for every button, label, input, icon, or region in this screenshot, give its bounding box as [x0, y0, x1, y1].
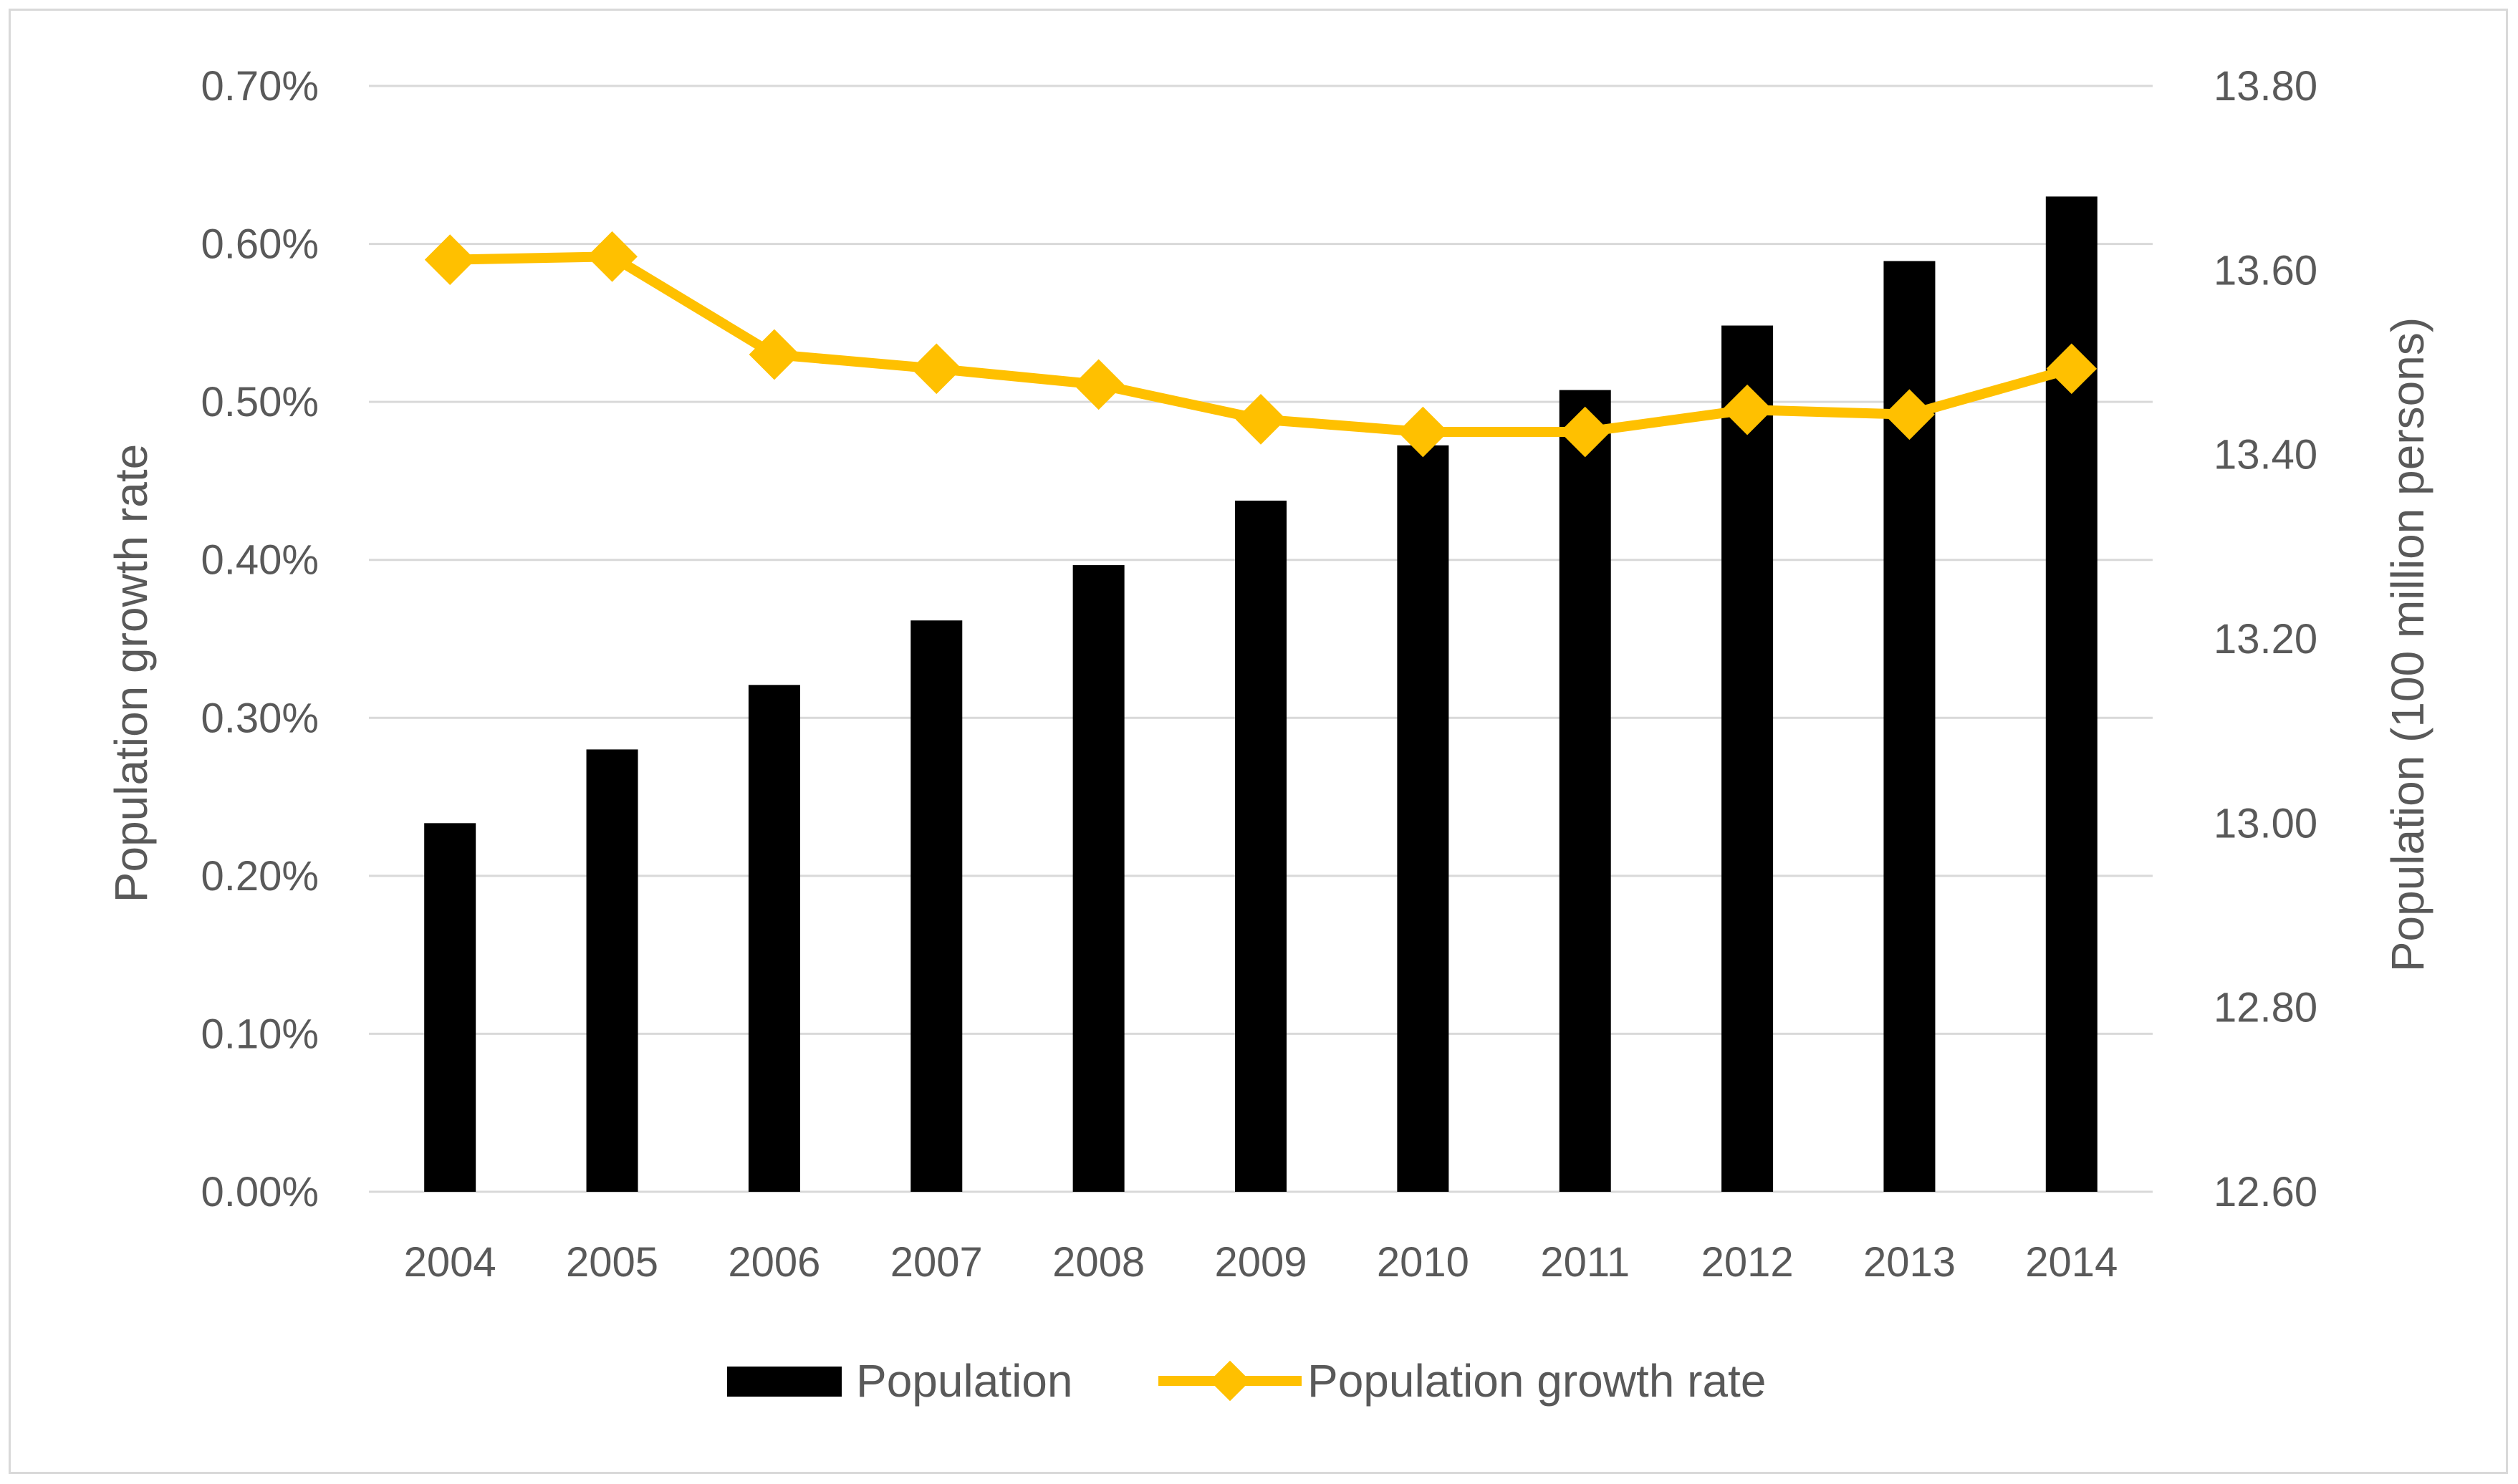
left-tick-label: 0.40%: [201, 537, 319, 584]
population-bars: [424, 196, 2097, 1192]
left-tick-label: 0.20%: [201, 853, 319, 900]
legend-population-label: Population: [856, 1355, 1072, 1407]
x-tick-label: 2008: [1052, 1239, 1145, 1286]
x-tick-label: 2013: [1863, 1239, 1956, 1286]
population-bar: [586, 749, 638, 1192]
x-tick-label: 2012: [1701, 1239, 1794, 1286]
growth-rate-marker: [1235, 394, 1287, 445]
growth-rate-marker: [749, 329, 800, 380]
population-bar: [1721, 325, 1774, 1192]
growth-rate-marker: [910, 343, 962, 395]
left-tick-label: 0.50%: [201, 379, 319, 425]
population-bar: [1235, 501, 1287, 1192]
right-tick-label: 13.20: [2214, 616, 2317, 662]
left-axis-ticks: 0.00% 0.10% 0.20% 0.30% 0.40% 0.50% 0.60% 0.70%: [201, 63, 319, 1215]
right-axis-ticks: 12.60 12.80 13.00 13.20 13.40 13.60 13.80: [2214, 63, 2317, 1215]
right-tick-label: 13.00: [2214, 800, 2317, 847]
population-bar: [910, 620, 963, 1192]
x-tick-label: 2011: [1540, 1239, 1630, 1286]
population-bar: [1559, 390, 1611, 1192]
growth-rate-marker: [424, 234, 476, 285]
left-tick-label: 0.70%: [201, 63, 319, 110]
population-bar: [424, 823, 476, 1192]
population-bar: [1072, 565, 1125, 1192]
x-axis-ticks: 2004 2005 2006 2007 2008 2009 2010 2011 2012 2013…: [404, 1239, 2118, 1286]
right-tick-label: 12.80: [2214, 985, 2317, 1031]
x-tick-label: 2007: [890, 1239, 983, 1286]
x-tick-label: 2005: [566, 1239, 658, 1286]
x-tick-label: 2009: [1214, 1239, 1307, 1286]
legend: Population Population growth rate: [727, 1355, 1766, 1407]
right-tick-label: 13.40: [2214, 432, 2317, 478]
left-tick-label: 0.10%: [201, 1011, 319, 1057]
x-tick-label: 2010: [1377, 1239, 1469, 1286]
left-axis-title: Population growth rate: [105, 444, 157, 902]
right-tick-label: 13.60: [2214, 247, 2317, 294]
right-tick-label: 12.60: [2214, 1169, 2317, 1215]
growth-rate-line: [424, 231, 2097, 458]
growth-rate-marker: [1398, 406, 1448, 458]
population-bar: [748, 685, 800, 1192]
population-bar: [1397, 445, 1449, 1192]
growth-rate-marker: [1073, 359, 1124, 410]
legend-population-swatch: [727, 1367, 842, 1397]
legend-growth-marker-swatch: [1209, 1360, 1251, 1402]
right-axis-title: Population (100 million persons): [2382, 317, 2433, 972]
left-tick-label: 0.00%: [201, 1169, 319, 1215]
left-tick-label: 0.60%: [201, 221, 319, 268]
x-tick-label: 2006: [728, 1239, 820, 1286]
x-tick-label: 2014: [2025, 1239, 2118, 1286]
right-tick-label: 13.80: [2214, 63, 2317, 110]
growth-rate-marker: [587, 231, 638, 282]
left-tick-label: 0.30%: [201, 695, 319, 741]
x-tick-label: 2004: [404, 1239, 496, 1286]
legend-growth-rate-label: Population growth rate: [1307, 1355, 1766, 1407]
